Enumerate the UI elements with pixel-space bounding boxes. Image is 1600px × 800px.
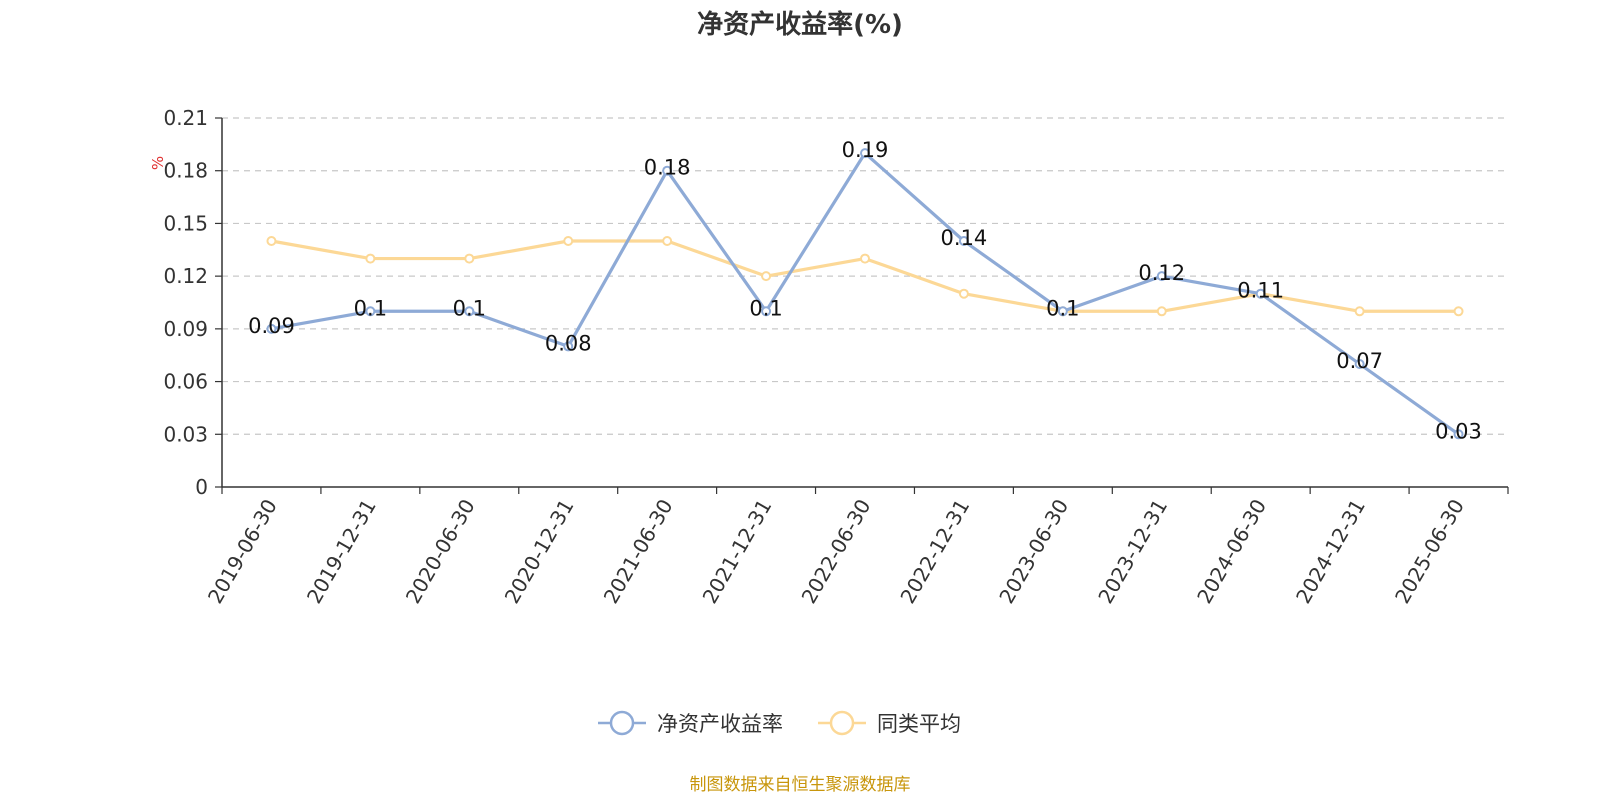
data-label: 0.07 xyxy=(1336,349,1383,373)
data-point[interactable] xyxy=(662,236,673,246)
y-tick-label: 0.06 xyxy=(163,370,208,394)
data-point[interactable] xyxy=(1354,306,1365,317)
legend-label: 净资产收益率 xyxy=(657,712,783,736)
y-unit-label: % xyxy=(149,156,167,170)
data-label: 0.14 xyxy=(941,226,988,250)
x-tick-label: 2020-06-30 xyxy=(401,495,480,608)
y-tick-label: 0.12 xyxy=(163,264,208,288)
data-label: 0.09 xyxy=(248,314,295,338)
data-point[interactable] xyxy=(958,288,969,299)
data-point[interactable] xyxy=(860,253,870,264)
x-tick-label: 2024-12-31 xyxy=(1291,495,1370,608)
y-tick-label: 0.18 xyxy=(163,159,208,183)
x-tick-label: 2019-06-30 xyxy=(203,495,282,608)
data-point[interactable] xyxy=(1453,429,1464,440)
legend[interactable]: 净资产收益率 同类平均 xyxy=(598,710,961,736)
source-note: 制图数据来自恒生聚源数据库 xyxy=(690,775,911,795)
data-label: 0.18 xyxy=(644,156,691,180)
data-point[interactable] xyxy=(761,271,772,282)
legend-item[interactable]: 同类平均 xyxy=(818,710,961,736)
data-point[interactable] xyxy=(266,323,277,334)
data-point[interactable] xyxy=(1057,306,1068,317)
x-tick-label: 2021-06-30 xyxy=(599,495,678,608)
x-tick-label: 2022-12-31 xyxy=(895,495,974,608)
data-label: 0.1 xyxy=(1046,296,1079,320)
data-label: 0.1 xyxy=(749,296,782,320)
data-point[interactable] xyxy=(1156,306,1167,317)
x-tick-label: 2021-12-31 xyxy=(698,495,777,608)
data-point[interactable] xyxy=(464,253,475,264)
y-tick-label: 0.15 xyxy=(163,211,208,235)
x-tick-label: 2022-06-30 xyxy=(796,495,875,608)
data-label: 0.03 xyxy=(1435,419,1482,443)
data-point[interactable] xyxy=(860,148,870,159)
legend-marker xyxy=(829,710,855,736)
data-label: 0.19 xyxy=(842,138,889,162)
data-point[interactable] xyxy=(1255,288,1266,299)
y-tick-label: 0.03 xyxy=(163,422,208,446)
x-tick-label: 2025-06-30 xyxy=(1390,495,1469,608)
data-label: 0.1 xyxy=(354,296,387,320)
legend-marker xyxy=(609,710,635,736)
data-label: 0.12 xyxy=(1138,261,1185,285)
y-tick-label: 0.21 xyxy=(163,106,208,130)
data-point[interactable] xyxy=(662,165,673,176)
data-point[interactable] xyxy=(761,306,772,317)
chart-title: 净资产收益率(%) xyxy=(697,9,903,40)
legend-label: 同类平均 xyxy=(877,712,961,736)
grid-lines xyxy=(222,117,1508,435)
data-label: 0.1 xyxy=(453,296,486,320)
data-label: 0.11 xyxy=(1237,279,1284,303)
data-point[interactable] xyxy=(563,236,574,246)
x-tick-label: 2023-06-30 xyxy=(994,495,1073,608)
series-layer xyxy=(266,148,1464,440)
data-point[interactable] xyxy=(1354,359,1365,369)
data-point[interactable] xyxy=(266,236,277,246)
data-point[interactable] xyxy=(464,306,475,317)
x-tick-label: 2019-12-31 xyxy=(302,495,381,608)
data-point[interactable] xyxy=(1453,306,1464,317)
legend-item[interactable]: 净资产收益率 xyxy=(598,710,783,736)
x-tick-label: 2023-12-31 xyxy=(1093,495,1172,608)
data-labels: 0.09 0.1 0.1 0.08 0.18 0.1 0.19 0.14 0.1 0.12 0.11… xyxy=(248,138,1482,443)
y-tick-label: 0.09 xyxy=(163,317,208,341)
data-point[interactable] xyxy=(958,236,969,246)
data-point[interactable] xyxy=(563,341,574,352)
x-tick-label: 2024-06-30 xyxy=(1192,495,1271,608)
x-tick-label: 2020-12-31 xyxy=(500,495,579,608)
axes: 0 0.03 0.06 0.09 0.12 0.15 0.18 0.21 2019-06-30 2… xyxy=(163,106,1509,608)
series-roe xyxy=(266,148,1464,440)
data-point[interactable] xyxy=(365,306,376,317)
data-point[interactable] xyxy=(365,253,376,264)
data-point[interactable] xyxy=(1156,271,1167,282)
data-label: 0.08 xyxy=(545,331,592,355)
y-tick-label: 0 xyxy=(195,475,208,499)
